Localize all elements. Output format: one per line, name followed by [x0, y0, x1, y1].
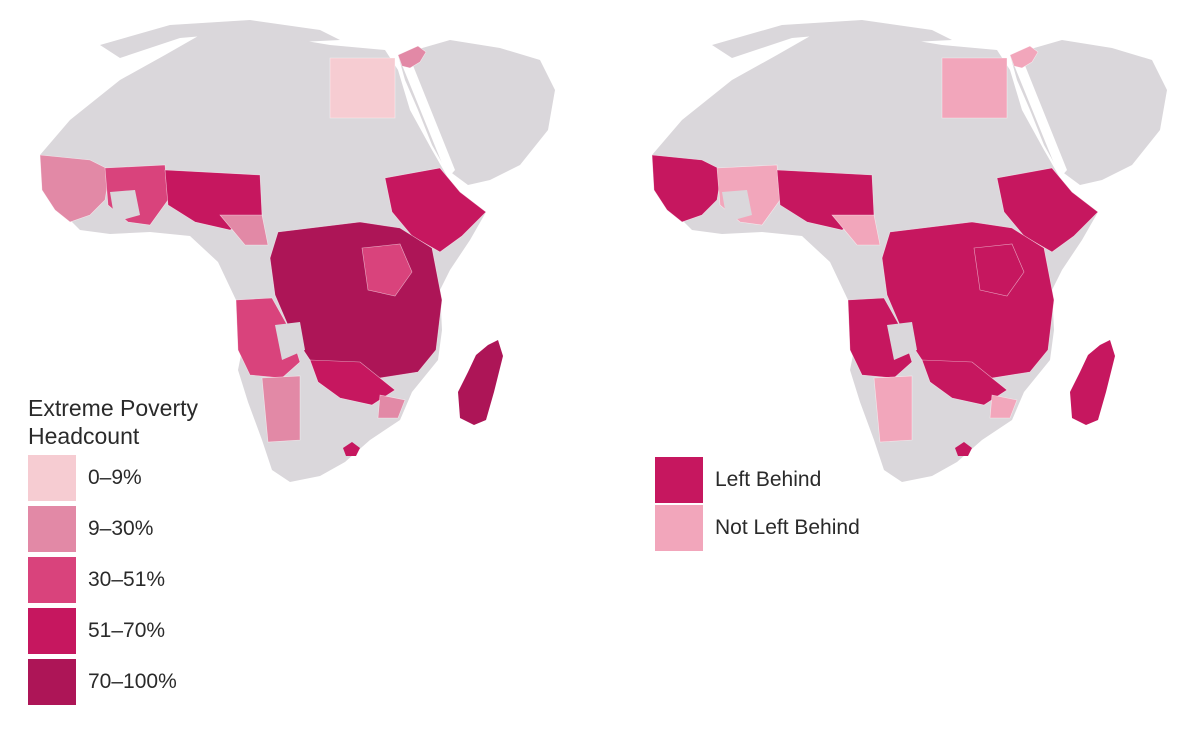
legend-swatch	[28, 557, 76, 603]
red-sea	[1012, 58, 1067, 178]
legend-item: 0–9%	[28, 455, 142, 501]
region-cameroon	[219, 214, 269, 246]
legend-label: Not Left Behind	[715, 516, 860, 539]
uncolored-area-1	[887, 322, 917, 360]
lesotho	[343, 442, 360, 456]
legend-label: 30–51%	[88, 568, 166, 591]
region-sinai	[397, 45, 427, 69]
legend-swatch	[28, 659, 76, 705]
uncolored-area-0	[722, 190, 752, 222]
poverty-legend: Extreme Poverty Headcount	[28, 394, 198, 450]
region-horn	[384, 167, 487, 253]
region-zambezi	[309, 359, 396, 406]
region-west-coast	[39, 154, 111, 223]
region-egypt	[941, 57, 1008, 119]
region-mozambique-south	[377, 394, 406, 419]
region-namibia	[873, 375, 913, 443]
uncolored-area-1	[275, 322, 305, 360]
mediterranean-coast	[100, 20, 340, 58]
lesotho	[955, 442, 972, 456]
region-mozambique-south	[989, 394, 1018, 419]
region-egypt	[329, 57, 396, 119]
legend-label: 70–100%	[88, 670, 177, 693]
mediterranean-coast	[712, 20, 952, 58]
region-great-lakes	[973, 243, 1025, 297]
legend-swatch	[28, 506, 76, 552]
madagascar	[458, 340, 503, 425]
region-cameroon	[831, 214, 881, 246]
legend-item: Left Behind	[655, 457, 821, 503]
region-west-coast	[651, 154, 723, 223]
legend-item: 9–30%	[28, 506, 153, 552]
uncolored-area-0	[110, 190, 140, 222]
poverty-map	[39, 20, 555, 482]
madagascar	[1070, 340, 1115, 425]
legend-swatch	[28, 455, 76, 501]
region-horn	[996, 167, 1099, 253]
legend-label: Left Behind	[715, 468, 822, 491]
left-behind-map	[651, 20, 1167, 482]
red-sea	[400, 58, 455, 178]
legend-label: 0–9%	[88, 466, 142, 489]
legend-item: 30–51%	[28, 557, 165, 603]
legend-swatch	[28, 608, 76, 654]
legend-swatch	[655, 505, 703, 551]
region-namibia	[261, 375, 301, 443]
region-sinai	[1009, 45, 1039, 69]
legend-item: Not Left Behind	[655, 505, 860, 551]
poverty-legend-title-line-2: Headcount	[28, 423, 140, 449]
legend-label: 51–70%	[88, 619, 166, 642]
region-zambezi	[921, 359, 1008, 406]
legend-item: 51–70%	[28, 608, 165, 654]
region-great-lakes	[361, 243, 413, 297]
legend-label: 9–30%	[88, 517, 154, 540]
poverty-legend-title-line-1: Extreme Poverty	[28, 395, 198, 421]
legend-item: 70–100%	[28, 659, 177, 705]
legend-swatch	[655, 457, 703, 503]
